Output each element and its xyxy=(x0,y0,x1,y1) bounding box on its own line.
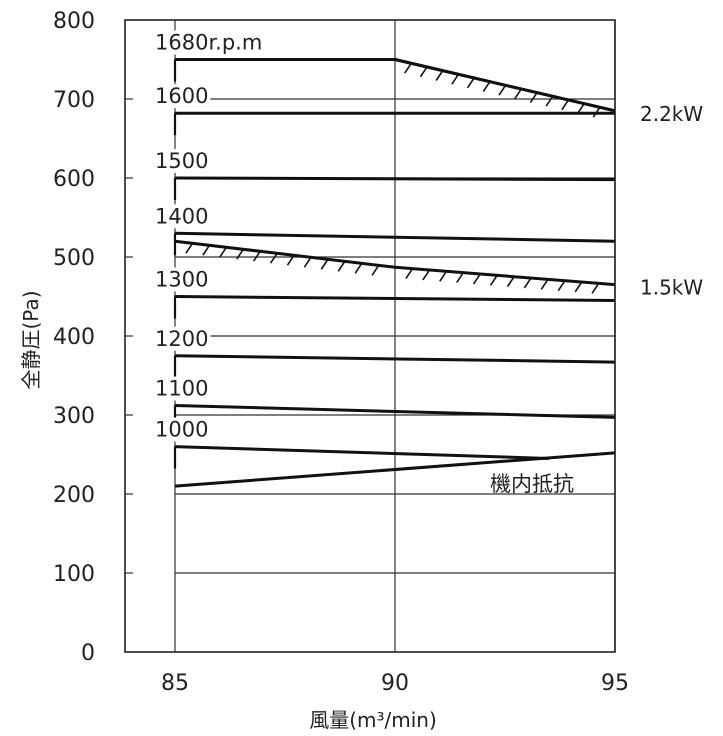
hatch-mark xyxy=(451,74,459,85)
rpm-curves xyxy=(173,58,616,488)
hatch-mark xyxy=(514,89,522,100)
hatch-mark xyxy=(435,71,443,81)
hatch-mark xyxy=(219,247,227,258)
curve-label-bg-5 xyxy=(153,326,211,351)
y-tick-label-500: 500 xyxy=(53,246,95,271)
y-tick-label-0: 0 xyxy=(81,641,95,666)
curve-6 xyxy=(174,404,616,419)
curve-label-bg-2 xyxy=(153,149,211,173)
hatch-mark xyxy=(482,82,490,92)
curve-labels: 1680r.p.m 1600 1500 1400 1300 1200 1100 1000 機内抵… xyxy=(153,30,574,496)
resistance-label: 機内抵抗 xyxy=(490,472,574,496)
hatch-mark xyxy=(439,271,447,282)
curve-label-4: 1300 xyxy=(155,268,208,292)
curve-2 xyxy=(174,176,616,182)
curve-0 xyxy=(175,58,616,113)
power-limit-label-0: 2.2kW xyxy=(640,102,703,126)
power-limit-labels: 2.2kW 1.5kW xyxy=(640,102,703,300)
y-tick-label-800: 800 xyxy=(53,9,95,34)
hatch-mark xyxy=(574,282,582,293)
hatch-mark xyxy=(472,274,481,285)
hatch-mark xyxy=(489,275,498,286)
y-tick-label-700: 700 xyxy=(53,88,95,113)
curve-7 xyxy=(174,445,550,460)
curve-5 xyxy=(174,354,616,364)
y-tick-label-300: 300 xyxy=(53,404,95,429)
hatch-mark xyxy=(286,255,295,266)
curve-4 xyxy=(174,295,616,302)
curve-label-2: 1500 xyxy=(155,149,208,173)
curve-label-6: 1100 xyxy=(155,377,208,401)
x-tick-label-90: 90 xyxy=(381,671,409,696)
hatch-mark xyxy=(405,269,413,280)
x-tick-label-85: 85 xyxy=(161,671,189,696)
curve-3 xyxy=(174,231,616,243)
curve-label-5: 1200 xyxy=(155,327,208,351)
y-tick-label-200: 200 xyxy=(53,483,95,508)
curve-label-7: 1000 xyxy=(155,418,208,442)
x-tick-label-95: 95 xyxy=(601,671,629,696)
hatch-mark xyxy=(498,85,506,96)
hatch-mark xyxy=(419,67,428,78)
y-tick-label-400: 400 xyxy=(53,325,95,350)
curve-label-1: 1600 xyxy=(155,84,208,108)
hatch-mark xyxy=(252,251,261,262)
curve-label-bg-6 xyxy=(153,376,211,401)
hatch-mark xyxy=(236,249,244,260)
hatch-mark xyxy=(422,270,430,281)
hatch-mark xyxy=(529,93,538,103)
y-axis-title: 全静圧(Pa) xyxy=(19,290,43,389)
curve-label-0: 1680r.p.m xyxy=(155,31,262,55)
plot-frame xyxy=(124,19,616,653)
hatch-mark xyxy=(466,78,475,89)
y-tick-labels: 0 100 200 300 400 500 600 700 800 xyxy=(53,9,95,666)
curve-label-bg-3 xyxy=(153,204,211,229)
y-tick-label-100: 100 xyxy=(53,562,95,587)
hatch-mark xyxy=(456,273,464,284)
hatch-mark xyxy=(354,263,362,274)
curve-label-bg-0 xyxy=(153,30,265,55)
curve-label-3: 1400 xyxy=(155,204,208,228)
power-limit-curve-1 xyxy=(174,239,616,287)
power-limit-label-1: 1.5kW xyxy=(640,276,703,300)
hatch-mark xyxy=(523,278,532,289)
hatch-mark xyxy=(371,265,379,276)
hatch-mark xyxy=(303,257,312,268)
curve-8 xyxy=(174,451,616,488)
hatch-mark xyxy=(269,253,278,264)
hatch-mark xyxy=(540,279,548,290)
hatch-mark xyxy=(202,245,210,256)
curve-label-bg-4 xyxy=(153,267,211,292)
hatch-mark xyxy=(557,281,565,292)
hatch-mark xyxy=(320,259,328,270)
plot-border xyxy=(124,19,616,653)
hatch-mark xyxy=(185,243,193,254)
hatch-mark xyxy=(591,283,599,294)
hatch-mark xyxy=(404,63,412,74)
curve-label-bg-1 xyxy=(153,84,211,109)
hatch-mark xyxy=(337,261,345,272)
x-tick-labels: 85 90 95 xyxy=(161,671,629,696)
hatch-mark xyxy=(506,277,515,288)
hatch-mark xyxy=(545,96,553,107)
x-axis-title: 風量(m³/min) xyxy=(309,708,437,732)
y-tick-label-600: 600 xyxy=(53,167,95,192)
curve-label-bg-7 xyxy=(153,417,211,442)
hatch-mark xyxy=(561,100,569,111)
